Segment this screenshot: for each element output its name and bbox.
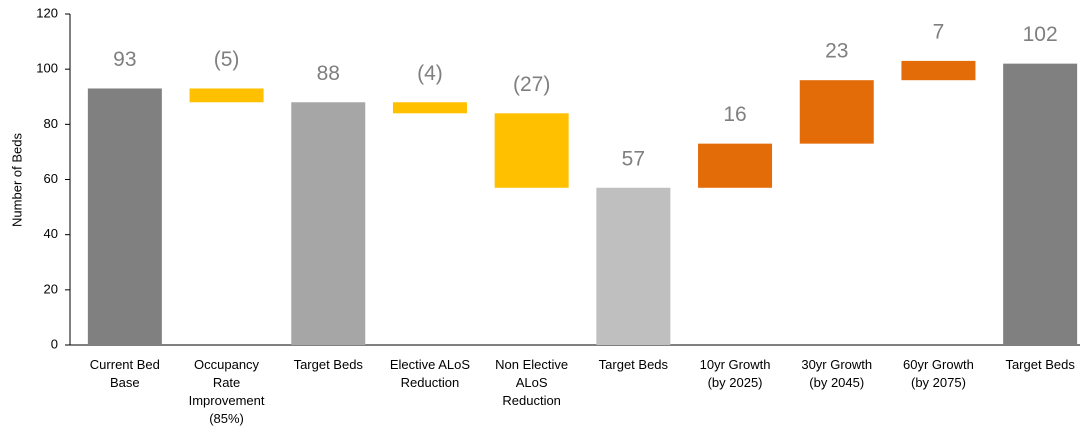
y-axis-label: Number of Beds — [9, 133, 24, 227]
y-tick-label: 40 — [44, 226, 58, 241]
bar — [291, 102, 366, 346]
x-tick-label: 30yr Growth (by 2045) — [801, 357, 872, 390]
bar — [698, 143, 773, 188]
x-tick-label: Occupancy Rate Improvement (85%) — [189, 357, 265, 426]
x-tick-label: Elective ALoS Reduction — [390, 357, 471, 390]
y-tick-label: 80 — [44, 116, 58, 131]
x-tick-label: Non Elective ALoS Reduction — [495, 357, 568, 408]
x-tick-label: 60yr Growth (by 2075) — [903, 357, 974, 390]
value-label: (4) — [417, 62, 443, 85]
value-label: 23 — [825, 40, 848, 63]
x-tick-label: Target Beds — [294, 357, 364, 372]
y-tick-label: 100 — [36, 61, 58, 76]
value-label: (27) — [513, 73, 550, 96]
bar — [392, 102, 467, 114]
value-label: (5) — [214, 48, 240, 71]
value-label: 93 — [113, 48, 136, 71]
value-label: 7 — [933, 20, 945, 43]
bar — [901, 60, 976, 81]
value-label: 57 — [622, 147, 645, 170]
value-label: 16 — [723, 103, 746, 126]
y-tick-label: 20 — [44, 281, 58, 296]
y-tick-label: 60 — [44, 171, 58, 186]
x-tick-label: Target Beds — [599, 357, 669, 372]
bar — [189, 88, 264, 103]
bar — [87, 88, 162, 345]
bar — [494, 113, 569, 188]
y-tick-label: 120 — [36, 5, 58, 20]
x-tick-label: Target Beds — [1005, 357, 1075, 372]
bar — [1003, 63, 1078, 346]
value-label: 88 — [317, 62, 340, 85]
y-tick-label: 0 — [51, 336, 58, 351]
bar — [596, 187, 671, 345]
x-tick-label: 10yr Growth (by 2025) — [700, 357, 771, 390]
bar — [799, 80, 874, 144]
value-label: 102 — [1023, 23, 1058, 46]
x-tick-label: Current Bed Base — [90, 357, 160, 390]
